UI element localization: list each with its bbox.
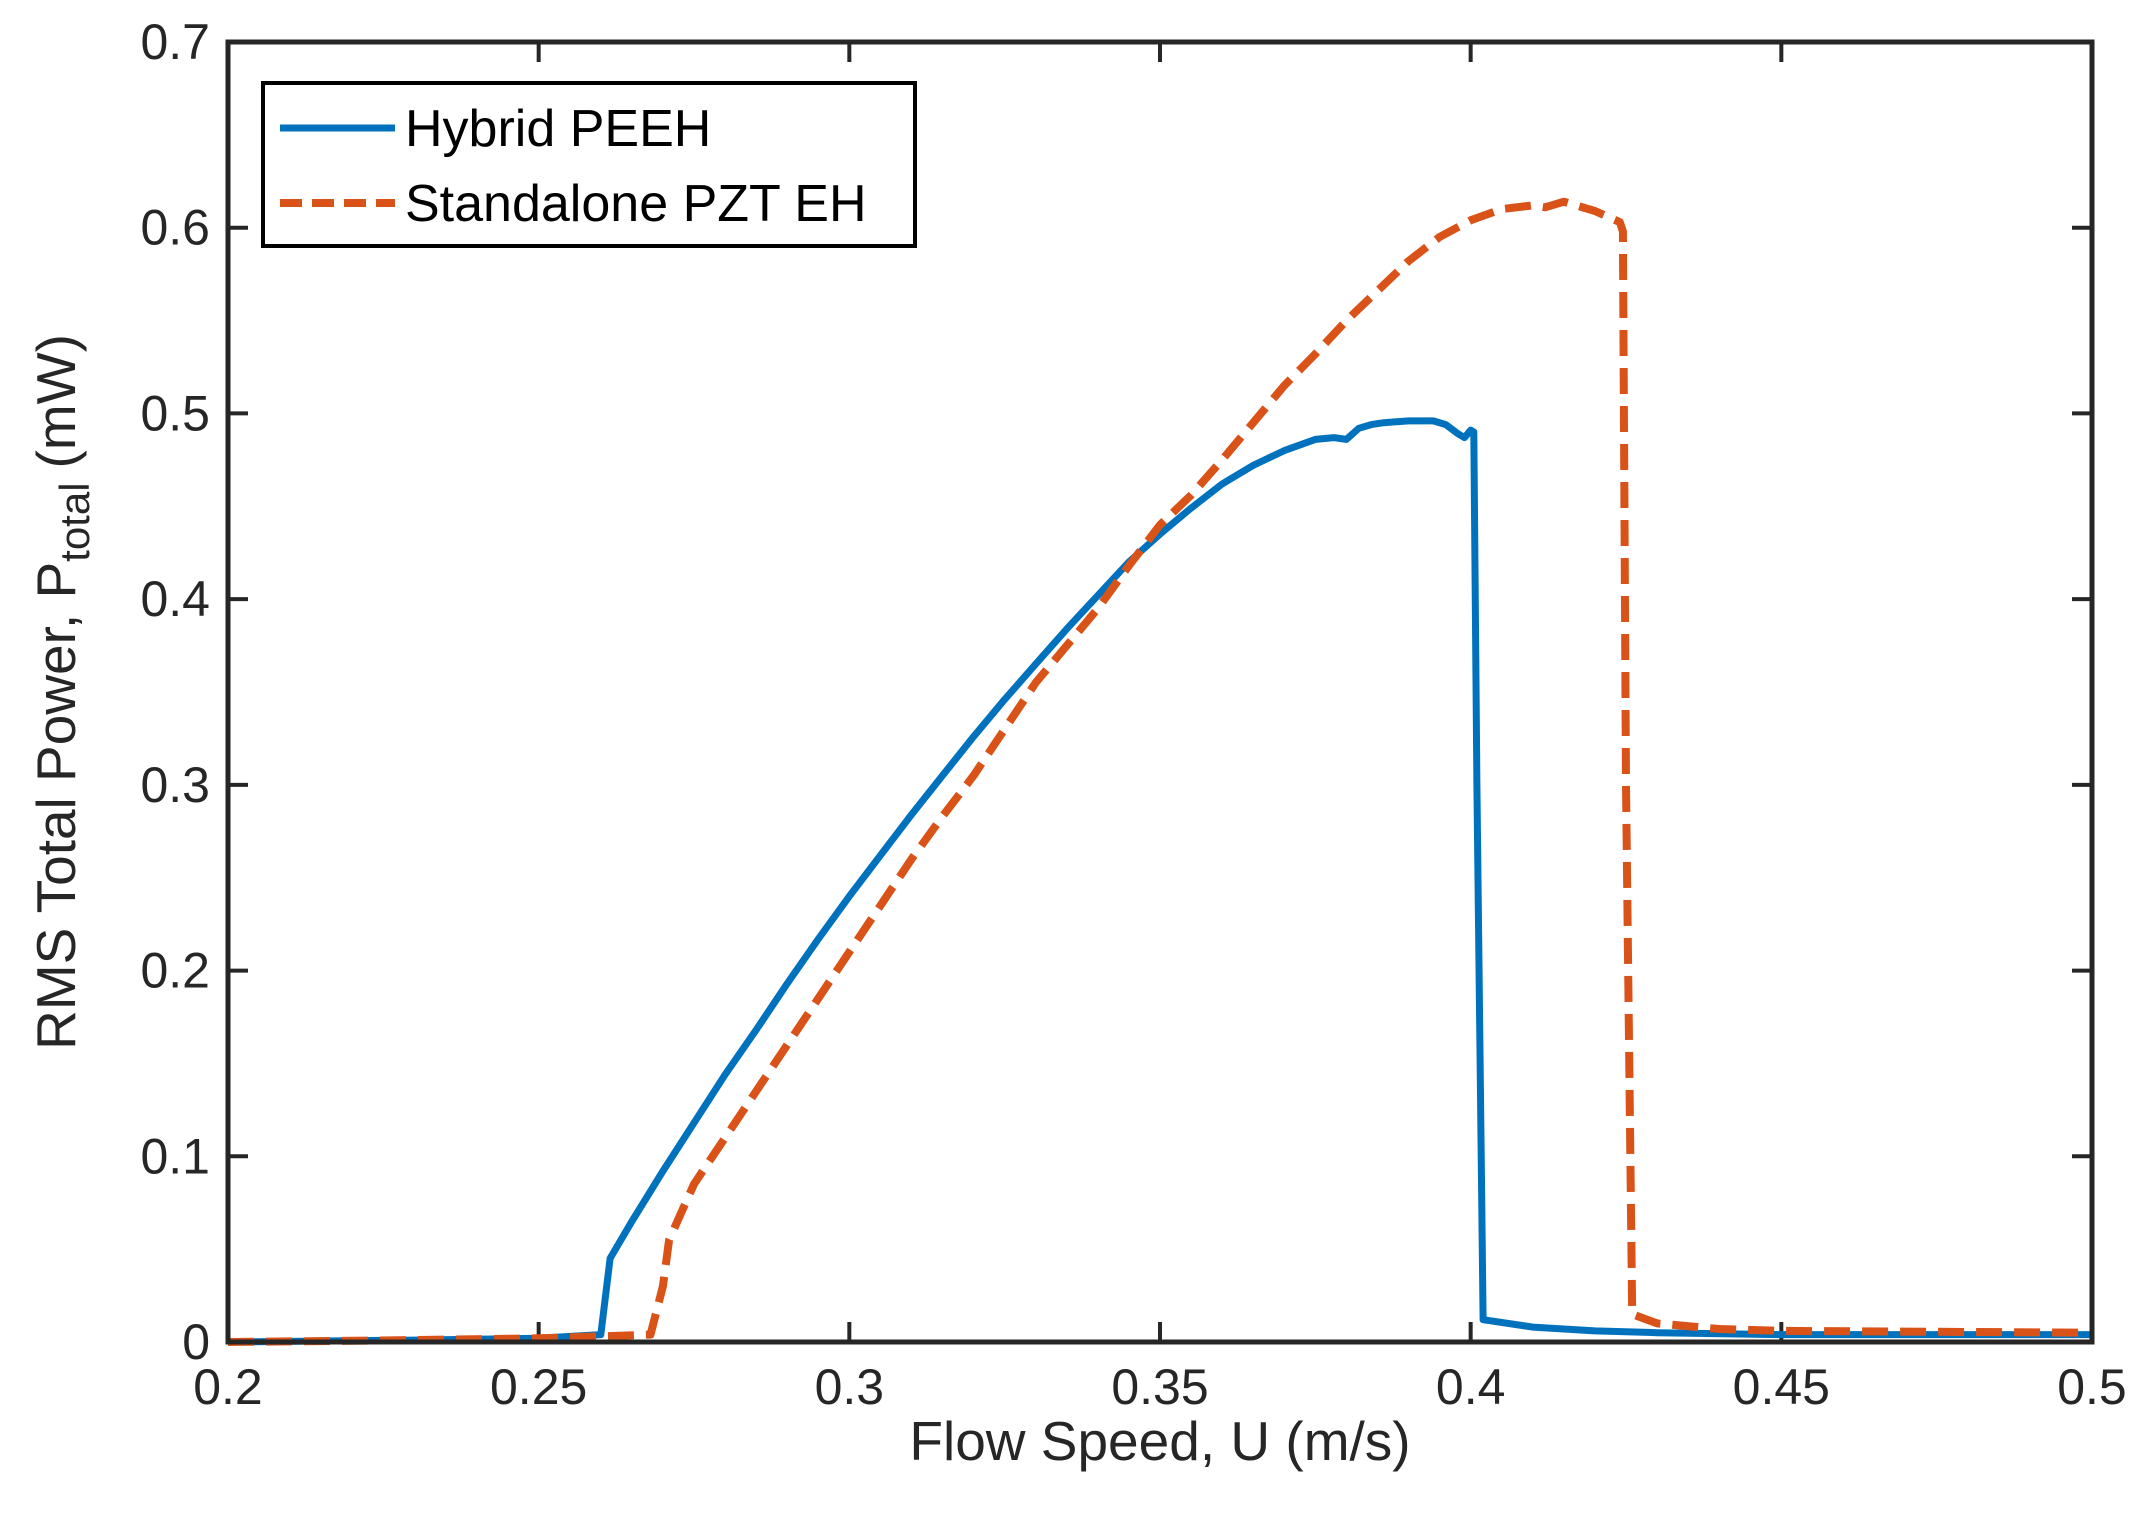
series-line-standalone-pzt-eh	[227, 197, 2093, 1346]
plot-background	[228, 42, 2092, 1342]
y-axis-title-units: (mW)	[25, 334, 87, 468]
legend-label-hybrid-peeh: Hybrid PEEH	[405, 100, 711, 158]
legend-box	[261, 81, 917, 248]
x-tick-label: 0.45	[1733, 1359, 1830, 1415]
plot-frame	[225, 39, 2095, 1345]
y-axis-title-subscript: total	[51, 482, 98, 561]
x-tick-label: 0.35	[1111, 1359, 1208, 1415]
legend-label-standalone-pzt-eh: Standalone PZT EH	[405, 175, 867, 233]
x-tick-label: 0.4	[1436, 1359, 1506, 1415]
y-tick-label: 0.6	[140, 200, 210, 256]
y-tick-label: 0.7	[140, 14, 210, 70]
x-tick-label: 0.2	[193, 1359, 263, 1415]
series-layer	[227, 197, 2093, 1346]
y-tick-label: 0.5	[140, 385, 210, 441]
x-axis-title: Flow Speed, U (m/s)	[909, 1410, 1410, 1472]
y-axis-title-main: RMS Total Power, P	[25, 562, 87, 1050]
y-tick-label: 0	[182, 1314, 210, 1370]
y-axis-title: RMS Total Power, Ptotal (mW)	[25, 334, 98, 1050]
y-tick-label: 0.2	[140, 943, 210, 999]
legend: Hybrid PEEH Standalone PZT EH	[261, 81, 917, 248]
x-tick-label: 0.3	[815, 1359, 885, 1415]
x-tick-label: 0.5	[2057, 1359, 2127, 1415]
y-tick-label: 0.4	[140, 571, 210, 627]
x-axis-ticks: 0.2 0.25 0.3 0.35 0.4 0.45 0.5	[193, 42, 2127, 1415]
series-line-hybrid-peeh	[227, 417, 2092, 1346]
x-tick-label: 0.25	[490, 1359, 587, 1415]
y-tick-label: 0.1	[140, 1128, 210, 1184]
y-tick-label: 0.3	[140, 757, 210, 813]
